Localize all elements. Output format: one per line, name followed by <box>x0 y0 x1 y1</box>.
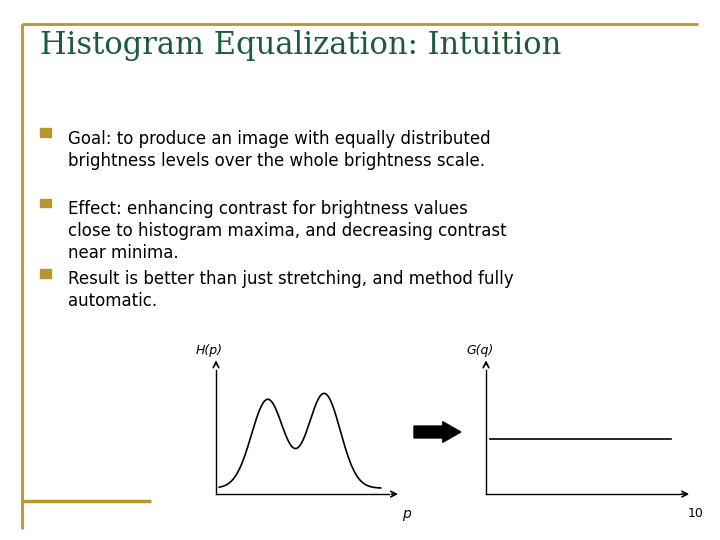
Text: Result is better than just stretching, and method fully
automatic.: Result is better than just stretching, a… <box>68 270 514 310</box>
Text: p: p <box>402 507 410 521</box>
Bar <box>40 199 51 207</box>
Text: Effect: enhancing contrast for brightness values
close to histogram maxima, and : Effect: enhancing contrast for brightnes… <box>68 200 507 262</box>
Text: H(p): H(p) <box>195 345 222 357</box>
Bar <box>40 129 51 137</box>
Bar <box>40 269 51 278</box>
Text: Goal: to produce an image with equally distributed
brightness levels over the wh: Goal: to produce an image with equally d… <box>68 130 491 170</box>
Text: 10: 10 <box>688 507 704 519</box>
Text: G(q): G(q) <box>467 345 494 357</box>
Text: Histogram Equalization: Intuition: Histogram Equalization: Intuition <box>40 30 561 60</box>
FancyArrow shape <box>414 422 461 442</box>
